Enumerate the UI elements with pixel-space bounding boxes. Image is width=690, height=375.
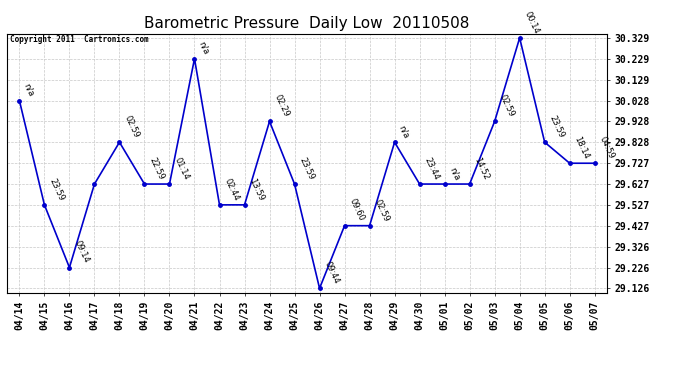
Title: Barometric Pressure  Daily Low  20110508: Barometric Pressure Daily Low 20110508 bbox=[144, 16, 470, 31]
Text: 23:59: 23:59 bbox=[547, 114, 566, 140]
Text: 23:59: 23:59 bbox=[297, 156, 315, 181]
Text: 02:59: 02:59 bbox=[373, 198, 391, 223]
Text: 09:14: 09:14 bbox=[72, 239, 90, 265]
Text: n/a: n/a bbox=[22, 82, 36, 98]
Text: n/a: n/a bbox=[397, 123, 411, 140]
Text: 23:44: 23:44 bbox=[422, 156, 441, 181]
Text: 02:59: 02:59 bbox=[122, 114, 141, 140]
Text: 09:44: 09:44 bbox=[322, 260, 341, 285]
Text: n/a: n/a bbox=[447, 165, 461, 181]
Text: 22:59: 22:59 bbox=[147, 156, 166, 181]
Text: 00:14: 00:14 bbox=[522, 10, 541, 35]
Text: 09:60: 09:60 bbox=[347, 198, 366, 223]
Text: 04:59: 04:59 bbox=[598, 135, 615, 160]
Text: 02:59: 02:59 bbox=[497, 93, 515, 118]
Text: Copyright 2011  Cartronics.com: Copyright 2011 Cartronics.com bbox=[10, 35, 148, 44]
Text: 02:29: 02:29 bbox=[273, 93, 290, 118]
Text: 13:59: 13:59 bbox=[247, 177, 266, 202]
Text: 02:44: 02:44 bbox=[222, 177, 241, 202]
Text: 23:59: 23:59 bbox=[47, 177, 66, 202]
Text: 14:52: 14:52 bbox=[473, 156, 491, 181]
Text: 18:14: 18:14 bbox=[573, 135, 591, 160]
Text: 01:14: 01:14 bbox=[172, 156, 190, 181]
Text: n/a: n/a bbox=[197, 40, 211, 56]
